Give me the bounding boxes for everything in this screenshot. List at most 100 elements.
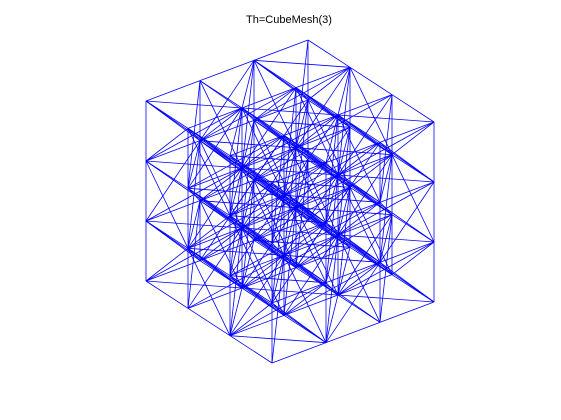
mesh-edge <box>241 107 255 121</box>
mesh-edge <box>187 200 201 249</box>
mesh-edge <box>325 321 381 344</box>
mesh-edge <box>295 186 351 209</box>
mesh-edge <box>349 154 393 188</box>
mesh-edge <box>145 260 201 282</box>
mesh <box>145 39 435 364</box>
mesh-edge <box>307 67 351 101</box>
mesh-edge <box>241 87 297 169</box>
mesh-edge <box>241 87 297 109</box>
mesh-edge <box>241 267 297 289</box>
mesh-edge <box>283 174 339 256</box>
mesh-edge <box>271 182 285 196</box>
mesh-edge <box>199 80 243 169</box>
mesh-edge <box>229 275 243 289</box>
mesh-edge <box>241 167 339 176</box>
mesh-edge <box>379 121 435 143</box>
mesh-edge <box>253 219 309 241</box>
mesh-edge <box>337 262 381 296</box>
mesh-edge <box>337 154 393 176</box>
mesh-edge <box>283 195 297 208</box>
mesh-edge <box>295 159 309 208</box>
mesh-edge <box>241 227 255 241</box>
mesh-edge <box>229 302 273 336</box>
mesh-edge <box>337 67 351 116</box>
mesh-edge <box>349 67 393 155</box>
mesh-edge <box>145 248 189 282</box>
mesh-edge <box>199 60 255 141</box>
mesh-edge <box>241 167 255 181</box>
mesh-edge <box>241 207 297 229</box>
mesh-edge <box>199 59 255 82</box>
mesh-edge <box>325 294 339 343</box>
mesh-edge <box>253 239 351 248</box>
mesh-edge <box>325 162 339 176</box>
mesh-edge <box>337 174 351 188</box>
mesh-edge <box>325 262 381 343</box>
mesh-edge <box>391 154 435 243</box>
mesh-edge <box>241 207 297 289</box>
mesh-edge <box>229 314 285 337</box>
mesh-edge <box>199 179 255 202</box>
mesh-edge <box>379 301 435 323</box>
mesh-edge <box>295 127 351 208</box>
mesh-edge <box>379 202 393 215</box>
mesh-edge <box>295 126 351 149</box>
mesh-edge <box>187 307 231 337</box>
mesh-edge <box>199 167 243 201</box>
mesh-edge <box>253 119 351 128</box>
mesh-edge <box>295 246 351 269</box>
mesh-edge <box>295 147 309 161</box>
mesh-edge <box>145 80 201 102</box>
mesh-edge <box>337 214 393 296</box>
mesh-edge <box>379 181 435 263</box>
mesh-edge <box>337 234 351 248</box>
mesh-edge <box>229 335 273 364</box>
mesh-edge <box>241 107 339 116</box>
mesh-edge <box>325 222 339 236</box>
mesh-edge <box>391 121 435 155</box>
mesh-edge <box>199 239 255 262</box>
mesh-edge <box>283 135 297 148</box>
title: Th=CubeMesh(3) <box>246 14 332 26</box>
mesh-edge <box>241 240 255 289</box>
mesh-edge <box>325 282 339 296</box>
mesh-edge <box>295 207 393 216</box>
mesh-edge <box>229 287 243 336</box>
mesh-edge <box>241 255 285 289</box>
mesh-edge <box>145 100 243 109</box>
mesh-edge <box>271 302 285 316</box>
mesh-edge <box>307 99 351 188</box>
mesh-edge <box>253 120 297 208</box>
mesh-edge <box>229 155 243 169</box>
mesh-edge <box>337 94 393 116</box>
mesh-edge <box>307 187 351 221</box>
mesh-edge <box>379 262 393 275</box>
mesh-edge <box>187 287 243 309</box>
mesh-edge <box>145 200 201 222</box>
mesh-edge <box>199 200 297 209</box>
mesh-edge <box>229 335 327 344</box>
mesh-edge <box>187 248 201 261</box>
mesh-edge <box>379 241 435 263</box>
mesh-edge <box>349 187 393 275</box>
mesh-edge <box>145 140 201 162</box>
mesh-edge <box>253 99 309 181</box>
mesh-edge <box>283 254 381 263</box>
mesh-edge <box>241 287 339 296</box>
mesh-edge <box>187 188 201 201</box>
mesh-edge <box>253 39 309 61</box>
mesh-edge <box>187 167 243 189</box>
mesh-edge <box>337 114 435 123</box>
mesh-edge <box>253 159 309 181</box>
mesh-edge <box>337 94 393 176</box>
mesh-edge <box>145 160 189 249</box>
mesh-edge <box>241 120 255 169</box>
mesh-edge <box>379 142 393 155</box>
mesh-edge <box>145 140 201 222</box>
mesh-edge <box>307 39 351 68</box>
mesh-edge <box>199 200 243 289</box>
mesh-edge <box>145 128 189 162</box>
mesh-edge <box>271 342 327 364</box>
mesh-edge <box>295 207 309 221</box>
mesh-edge <box>295 66 351 89</box>
